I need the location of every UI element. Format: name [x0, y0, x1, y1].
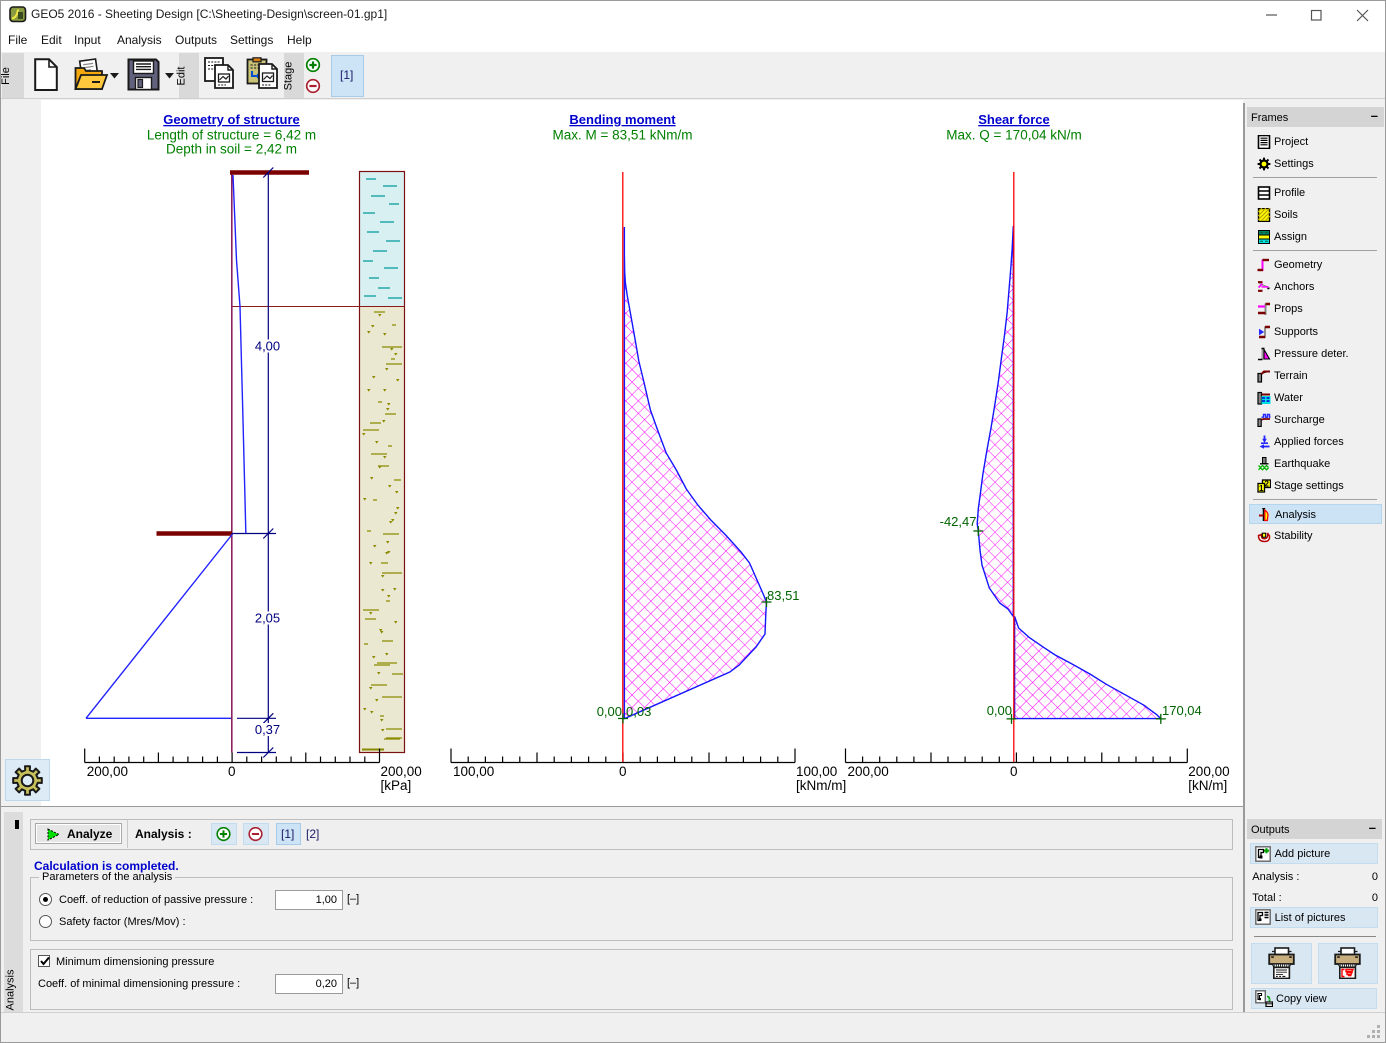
svg-text:100,00: 100,00 — [453, 764, 494, 779]
svg-text:2: 2 — [1264, 479, 1269, 488]
svg-text:0,03: 0,03 — [626, 704, 651, 719]
svg-text:0: 0 — [228, 764, 236, 779]
svg-text:170,04: 170,04 — [1162, 703, 1202, 718]
svg-text:1: 1 — [1259, 484, 1264, 493]
svg-text:Bending moment: Bending moment — [569, 112, 676, 127]
svg-text:[kNm/m]: [kNm/m] — [796, 778, 846, 793]
svg-text:Shear force: Shear force — [978, 112, 1050, 127]
svg-text:0,00: 0,00 — [987, 703, 1012, 718]
svg-text:0,00: 0,00 — [597, 704, 622, 719]
svg-text:Geometry of structure: Geometry of structure — [163, 112, 300, 127]
svg-text:200,00: 200,00 — [381, 764, 422, 779]
svg-text:200,00: 200,00 — [848, 764, 889, 779]
svg-text:200,00: 200,00 — [1188, 764, 1229, 779]
svg-text:[kN/m]: [kN/m] — [1188, 778, 1227, 793]
svg-text:0: 0 — [619, 764, 627, 779]
svg-text:-42,47: -42,47 — [940, 514, 977, 529]
svg-text:200,00: 200,00 — [87, 764, 128, 779]
svg-text:4,00: 4,00 — [255, 339, 280, 354]
svg-text:Depth in soil = 2,42 m: Depth in soil = 2,42 m — [166, 142, 297, 157]
svg-text:Max. Q = 170,04 kN/m: Max. Q = 170,04 kN/m — [946, 128, 1081, 143]
svg-text:0: 0 — [1010, 764, 1018, 779]
svg-text:[kPa]: [kPa] — [381, 778, 412, 793]
svg-text:2,05: 2,05 — [255, 611, 280, 626]
svg-text:Length of structure = 6,42 m: Length of structure = 6,42 m — [147, 128, 316, 143]
svg-text:83,51: 83,51 — [767, 588, 800, 603]
svg-text:Max. M = 83,51 kNm/m: Max. M = 83,51 kNm/m — [553, 128, 693, 143]
svg-text:0,37: 0,37 — [255, 722, 280, 737]
svg-text:100,00: 100,00 — [796, 764, 837, 779]
